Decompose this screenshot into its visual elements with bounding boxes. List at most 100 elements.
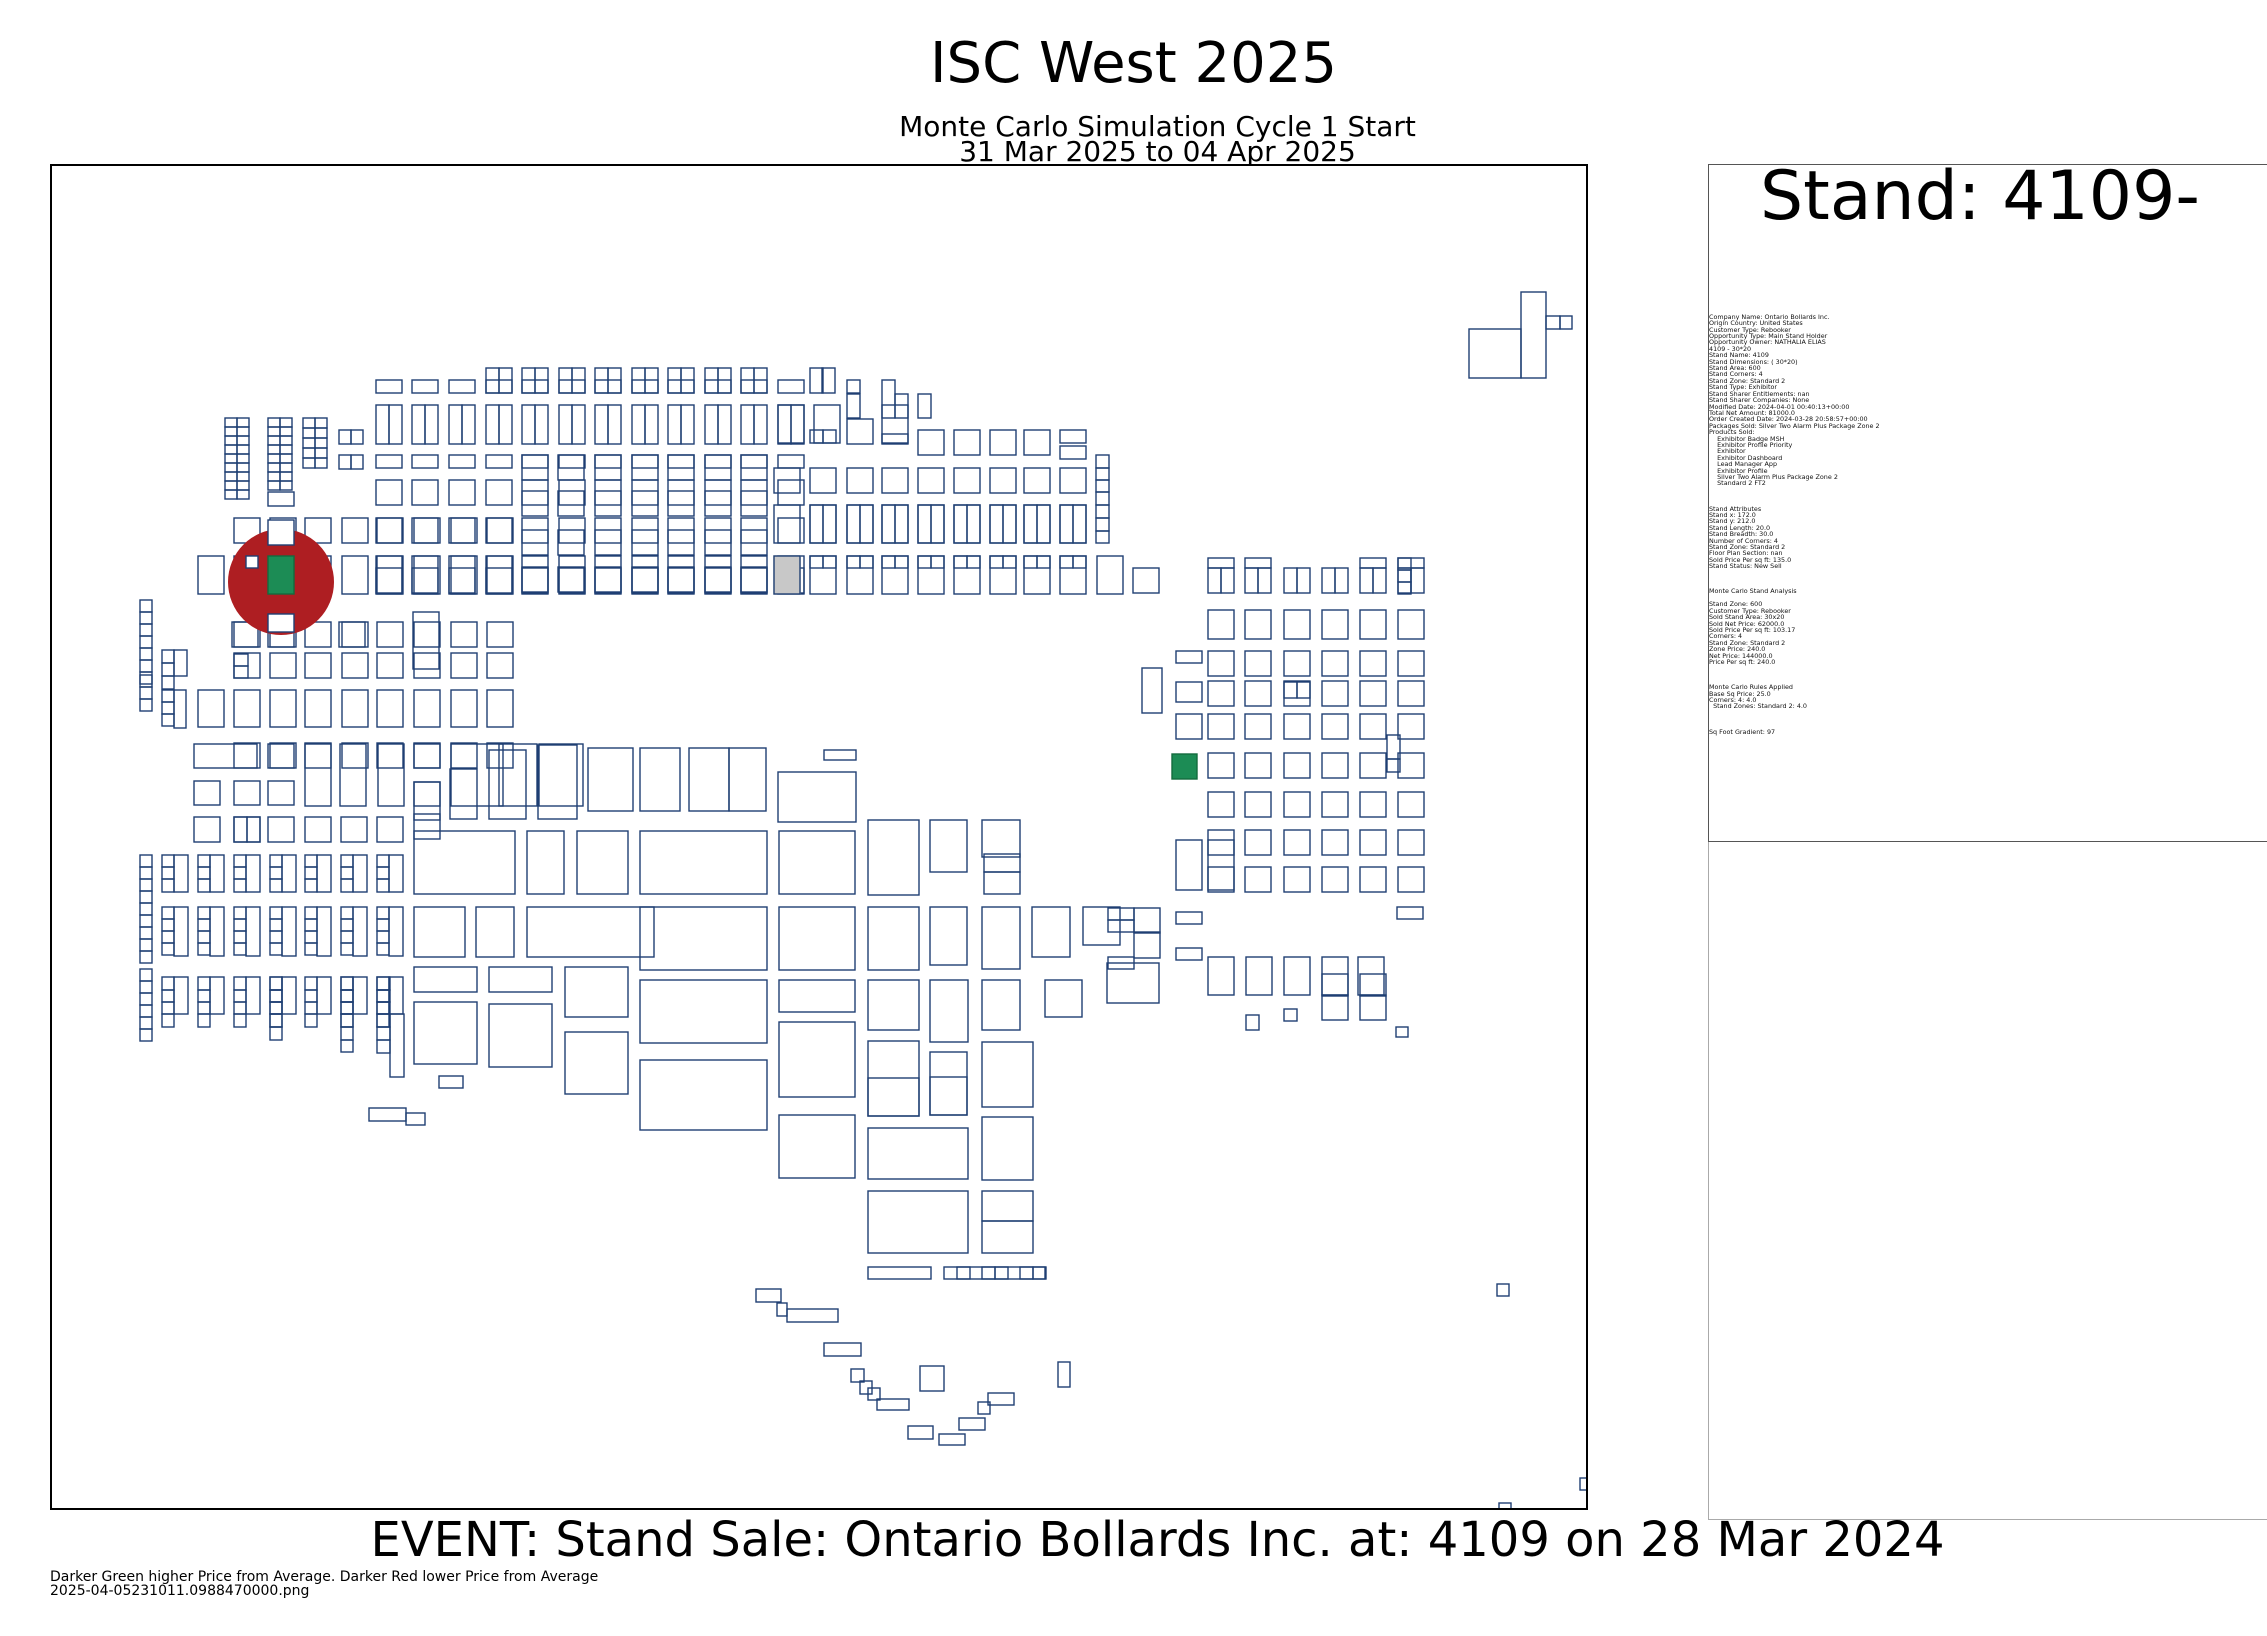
exhibit-stand (233, 1013, 247, 1028)
exhibit-stand (485, 517, 513, 544)
exhibit-stand (375, 404, 390, 445)
info-line: Net Price: 144000.0 (1709, 651, 1773, 660)
exhibit-stand (850, 1368, 865, 1383)
exhibit-stand (233, 689, 261, 728)
exhibit-stand (485, 567, 513, 594)
exhibit-stand (822, 429, 837, 444)
exhibit-stand (236, 444, 250, 455)
event-caption: EVENT: Stand Sale: Ontario Bollards Inc.… (370, 1512, 1945, 1568)
exhibit-stand (269, 942, 283, 956)
exhibit-stand (173, 976, 189, 1015)
exhibit-stand (631, 555, 659, 595)
exhibit-stand (498, 367, 513, 394)
exhibit-stand (197, 918, 211, 932)
exhibit-stand (571, 404, 586, 445)
exhibit-stand (281, 976, 297, 1015)
exhibit-stand (448, 555, 476, 595)
exhibit-stand (1207, 557, 1235, 569)
exhibit-stand (161, 713, 175, 727)
exhibit-stand (728, 747, 767, 812)
exhibit-stand (1397, 680, 1425, 707)
map-subtitle: Monte Carlo Simulation Cycle 1 Start (899, 110, 1416, 143)
exhibit-stand (139, 623, 153, 637)
exhibit-stand (413, 743, 441, 769)
exhibit-stand (314, 457, 328, 469)
exhibit-stand (953, 504, 968, 544)
exhibit-stand (448, 567, 476, 594)
exhibit-stand (375, 517, 403, 544)
exhibit-stand (413, 906, 466, 958)
exhibit-stand (755, 1288, 782, 1303)
exhibit-stand (558, 404, 573, 445)
exhibit-stand (790, 404, 805, 445)
exhibit-stand (161, 649, 175, 664)
exhibit-stand (538, 743, 584, 807)
exhibit-stand (485, 555, 513, 595)
exhibit-stand (269, 689, 297, 728)
exhibit-stand (667, 454, 695, 481)
exhibit-stand (521, 555, 549, 595)
exhibit-stand (224, 462, 238, 473)
exhibit-stand (340, 866, 354, 880)
exhibit-stand (809, 367, 824, 394)
stand-detail-lines: Company Name: Ontario Bollards Inc. Origi… (1709, 313, 1880, 486)
info-line: Stand Sharer Companies: None (1709, 396, 1810, 405)
exhibit-stand (1244, 829, 1272, 856)
info-line: Monte Carlo Stand Analysis (1709, 587, 1797, 596)
exhibit-stand (161, 878, 175, 893)
info-line: Lead Manager App (1709, 460, 1778, 469)
exhibit-stand (1283, 713, 1311, 740)
exhibit-stand (376, 1001, 390, 1015)
exhibit-stand (376, 866, 390, 880)
exhibit-stand (607, 367, 622, 394)
info-line: Exhibitor (1709, 447, 1746, 456)
exhibit-stand (594, 454, 622, 469)
exhibit-stand (867, 906, 920, 971)
exhibit-stand (777, 454, 805, 469)
info-line: Floor Plan Section: nan (1709, 549, 1783, 558)
exhibit-stand (376, 1026, 391, 1041)
exhibit-stand (139, 914, 153, 928)
exhibit-stand (981, 1220, 1034, 1254)
exhibit-stand (809, 504, 824, 544)
exhibit-stand (161, 906, 175, 920)
exhibit-stand (989, 467, 1017, 494)
exhibit-stand (197, 906, 211, 920)
exhibit-stand (233, 854, 247, 868)
exhibit-stand (639, 979, 768, 1044)
info-line: Stand Zone: 600 (1709, 600, 1763, 609)
exhibit-stand (786, 1308, 839, 1323)
exhibit-stand (197, 854, 211, 868)
exhibit-stand (867, 1077, 920, 1117)
exhibit-stand (1207, 956, 1235, 996)
exhibit-stand (197, 689, 225, 728)
exhibit-stand (279, 453, 293, 464)
exhibit-stand (778, 979, 856, 1013)
exhibit-stand (1059, 467, 1087, 494)
exhibit-stand (809, 467, 837, 494)
exhibit-stand (302, 457, 316, 469)
exhibit-stand (1207, 839, 1235, 891)
exhibit-stand (1321, 752, 1349, 779)
exhibit-stand (1095, 454, 1110, 469)
exhibit-stand (1520, 291, 1547, 379)
exhibit-stand (1244, 791, 1272, 818)
exhibit-stand (486, 742, 514, 769)
exhibit-stand (197, 555, 225, 595)
exhibit-stand (341, 689, 369, 728)
exhibit-stand (740, 404, 755, 445)
exhibit-stand (846, 418, 874, 445)
exhibit-stand (341, 652, 369, 679)
exhibit-stand (304, 854, 318, 868)
exhibit-stand (304, 621, 332, 648)
exhibit-stand (981, 1266, 996, 1280)
exhibit-stand (1031, 906, 1071, 958)
exhibit-stand (1321, 713, 1349, 740)
exhibit-stand (1334, 567, 1349, 594)
exhibit-stand (981, 979, 1021, 1031)
info-line: Customer Type: Rebooker (1709, 606, 1791, 615)
exhibit-stand (1245, 956, 1273, 996)
exhibit-stand (953, 555, 968, 569)
exhibit-stand (413, 621, 441, 648)
exhibit-stand (576, 830, 629, 895)
